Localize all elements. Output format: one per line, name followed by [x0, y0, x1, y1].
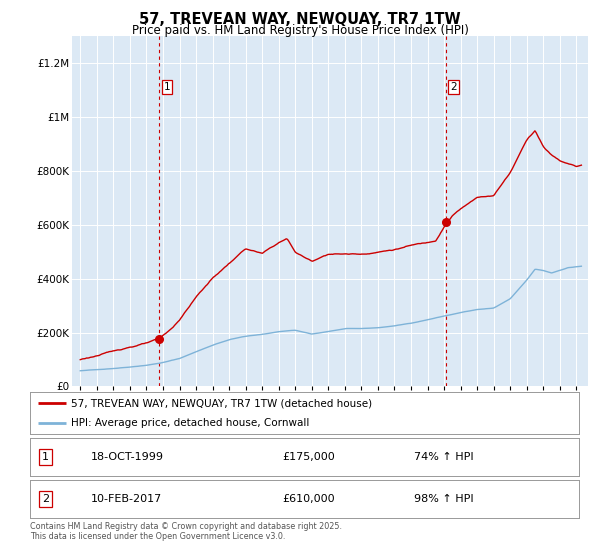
- Text: 2: 2: [450, 82, 457, 92]
- Text: Contains HM Land Registry data © Crown copyright and database right 2025.
This d: Contains HM Land Registry data © Crown c…: [30, 522, 342, 542]
- Text: 10-FEB-2017: 10-FEB-2017: [91, 494, 161, 504]
- Text: HPI: Average price, detached house, Cornwall: HPI: Average price, detached house, Corn…: [71, 418, 310, 428]
- Text: 1: 1: [164, 82, 170, 92]
- Text: 2: 2: [42, 494, 49, 504]
- Text: 74% ↑ HPI: 74% ↑ HPI: [414, 452, 474, 462]
- Text: £610,000: £610,000: [283, 494, 335, 504]
- Text: £175,000: £175,000: [283, 452, 335, 462]
- Text: 57, TREVEAN WAY, NEWQUAY, TR7 1TW (detached house): 57, TREVEAN WAY, NEWQUAY, TR7 1TW (detac…: [71, 398, 372, 408]
- Text: 98% ↑ HPI: 98% ↑ HPI: [414, 494, 474, 504]
- Text: 1: 1: [42, 452, 49, 462]
- Text: Price paid vs. HM Land Registry's House Price Index (HPI): Price paid vs. HM Land Registry's House …: [131, 24, 469, 37]
- Text: 57, TREVEAN WAY, NEWQUAY, TR7 1TW: 57, TREVEAN WAY, NEWQUAY, TR7 1TW: [139, 12, 461, 27]
- Text: 18-OCT-1999: 18-OCT-1999: [91, 452, 163, 462]
